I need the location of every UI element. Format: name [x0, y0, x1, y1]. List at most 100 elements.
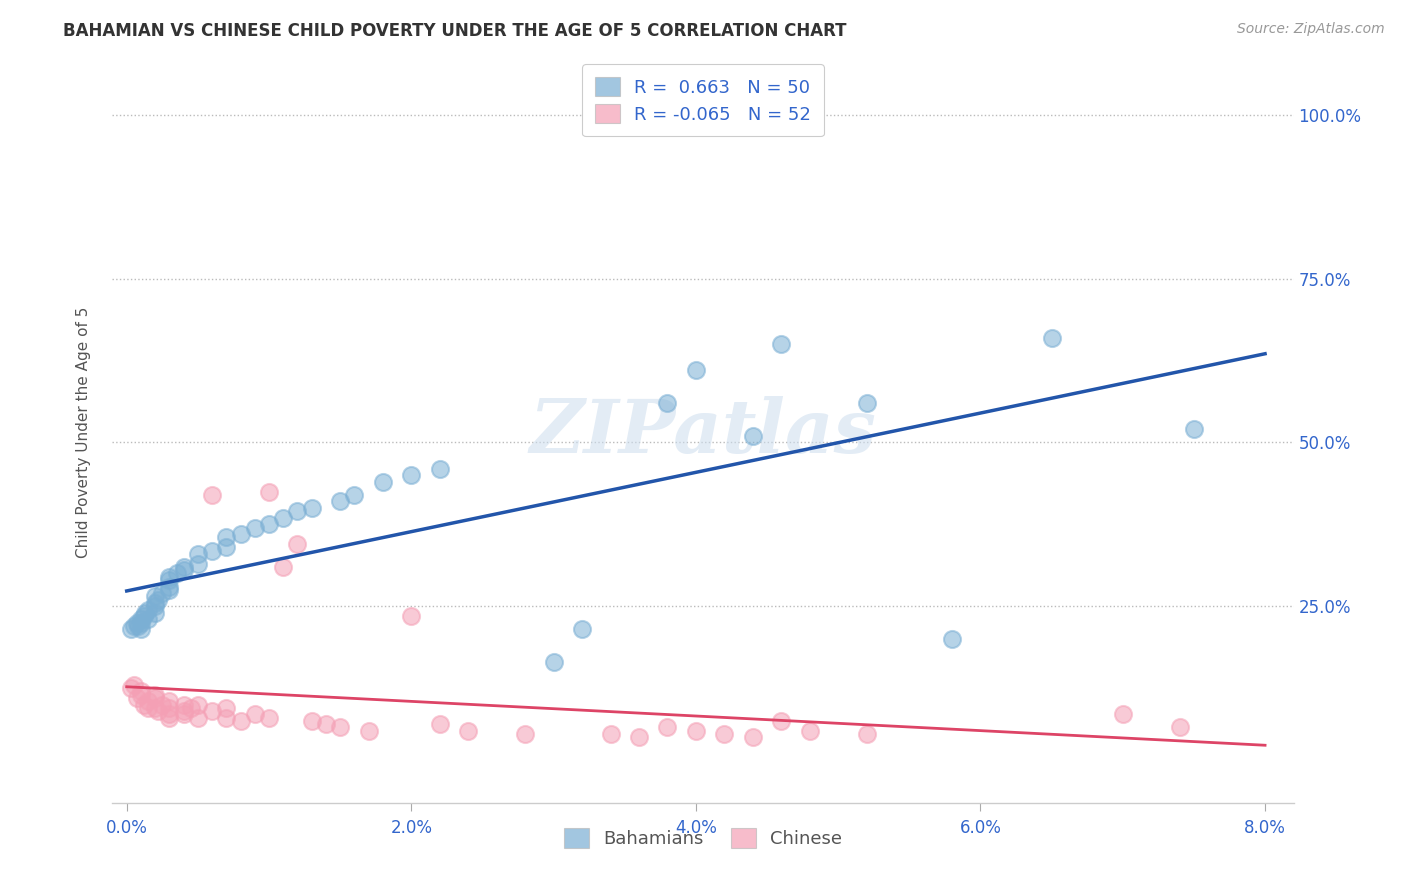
Point [770, 337, 793, 351]
Point [201, 488, 224, 502]
Point [157, 582, 180, 597]
Point [229, 714, 252, 728]
Point [243, 707, 266, 722]
Point [166, 566, 188, 581]
Point [125, 615, 148, 630]
Point [657, 721, 679, 735]
Point [146, 592, 169, 607]
Point [429, 461, 451, 475]
Point [173, 698, 195, 712]
Point [122, 678, 145, 692]
Point [329, 494, 352, 508]
Point [173, 704, 195, 718]
Point [129, 688, 152, 702]
Point [257, 711, 280, 725]
Point [941, 632, 963, 646]
Point [713, 727, 735, 741]
Point [271, 560, 294, 574]
Point [357, 723, 380, 738]
Point [125, 690, 148, 705]
Point [143, 690, 166, 705]
Point [657, 396, 679, 410]
Point [157, 700, 180, 714]
Point [136, 694, 159, 708]
Point [315, 717, 337, 731]
Point [132, 698, 155, 712]
Point [301, 714, 323, 728]
Point [120, 622, 142, 636]
Point [770, 714, 793, 728]
Point [129, 615, 152, 630]
Point [157, 711, 180, 725]
Point [132, 609, 155, 624]
Point [143, 596, 166, 610]
Point [301, 500, 323, 515]
Point [599, 727, 621, 741]
Point [136, 612, 159, 626]
Point [201, 543, 224, 558]
Point [855, 396, 877, 410]
Point [513, 727, 536, 741]
Point [187, 547, 209, 561]
Point [127, 619, 149, 633]
Point [173, 707, 195, 722]
Point [371, 475, 394, 489]
Point [1112, 707, 1135, 722]
Point [129, 684, 152, 698]
Point [143, 606, 166, 620]
Point [685, 363, 707, 377]
Point [257, 517, 280, 532]
Point [243, 521, 266, 535]
Point [229, 527, 252, 541]
Point [157, 570, 180, 584]
Point [685, 723, 707, 738]
Legend: Bahamians, Chinese: Bahamians, Chinese [551, 815, 855, 861]
Point [187, 698, 209, 712]
Point [157, 707, 180, 722]
Point [157, 694, 180, 708]
Point [215, 711, 238, 725]
Point [134, 606, 156, 620]
Point [187, 557, 209, 571]
Point [180, 700, 202, 714]
Point [143, 590, 166, 604]
Point [543, 655, 565, 669]
Point [627, 731, 650, 745]
Point [129, 612, 152, 626]
Point [571, 622, 593, 636]
Point [401, 468, 423, 483]
Point [143, 599, 166, 614]
Point [1182, 422, 1205, 436]
Point [215, 700, 238, 714]
Point [257, 484, 280, 499]
Point [157, 573, 180, 587]
Point [120, 681, 142, 695]
Point [741, 429, 763, 443]
Point [271, 510, 294, 524]
Point [287, 504, 309, 518]
Point [146, 704, 169, 718]
Point [136, 700, 159, 714]
Point [187, 711, 209, 725]
Point [343, 488, 366, 502]
Point [855, 727, 877, 741]
Point [150, 586, 173, 600]
Point [799, 723, 821, 738]
Point [173, 563, 195, 577]
Point [1040, 330, 1063, 344]
Point [1168, 721, 1191, 735]
Point [129, 622, 152, 636]
Text: BAHAMIAN VS CHINESE CHILD POVERTY UNDER THE AGE OF 5 CORRELATION CHART: BAHAMIAN VS CHINESE CHILD POVERTY UNDER … [63, 22, 846, 40]
Point [215, 541, 238, 555]
Point [143, 688, 166, 702]
Point [173, 560, 195, 574]
Point [457, 723, 479, 738]
Point [741, 731, 763, 745]
Point [150, 698, 173, 712]
Point [429, 717, 451, 731]
Point [401, 609, 423, 624]
Point [215, 531, 238, 545]
Point [157, 580, 180, 594]
Text: ZIPatlas: ZIPatlas [530, 396, 876, 469]
Point [122, 619, 145, 633]
